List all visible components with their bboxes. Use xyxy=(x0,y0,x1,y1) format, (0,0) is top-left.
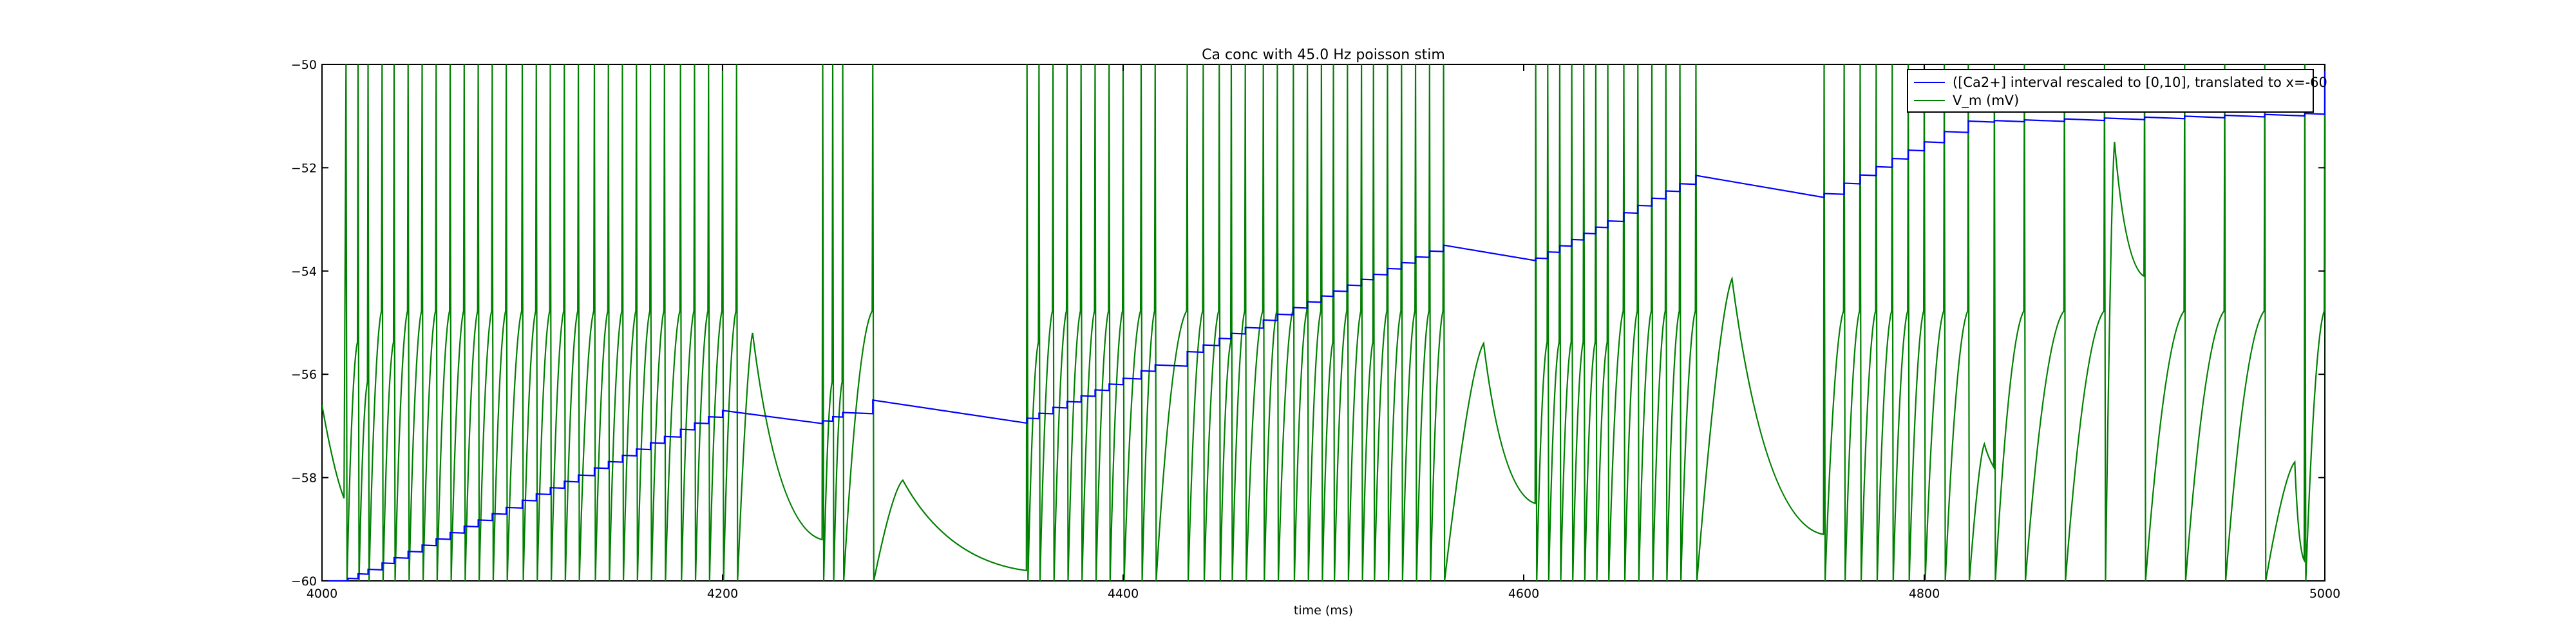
chart-title: Ca conc with 45.0 Hz poisson stim xyxy=(1202,47,1445,63)
x-tick-label: 5000 xyxy=(2309,587,2340,601)
x-tick-label: 4000 xyxy=(307,587,337,601)
y-tick-label: −58 xyxy=(291,471,317,486)
x-tick-label: 4200 xyxy=(707,587,738,601)
y-tick-label: −54 xyxy=(291,265,317,279)
y-tick-label: −50 xyxy=(291,58,317,72)
legend-box xyxy=(1907,69,2314,113)
y-tick-label: −56 xyxy=(291,368,317,382)
x-tick-label: 4400 xyxy=(1108,587,1139,601)
plot-area xyxy=(321,64,2325,582)
x-tick-label: 4800 xyxy=(1909,587,1940,601)
x-tick-label: 4600 xyxy=(1508,587,1539,601)
series-line-ca xyxy=(322,64,2325,581)
legend-label-ca: ([Ca2+] interval rescaled to [0,10], tra… xyxy=(1953,75,2327,90)
series-line-vm xyxy=(322,64,2325,581)
legend-label-vm: V_m (mV) xyxy=(1953,93,2019,109)
series-layer xyxy=(322,64,2325,581)
y-tick-label: −52 xyxy=(291,161,317,175)
y-tick-label: −60 xyxy=(291,574,317,589)
x-axis-label: time (ms) xyxy=(1294,603,1353,618)
legend: ([Ca2+] interval rescaled to [0,10], tra… xyxy=(1907,69,2327,113)
